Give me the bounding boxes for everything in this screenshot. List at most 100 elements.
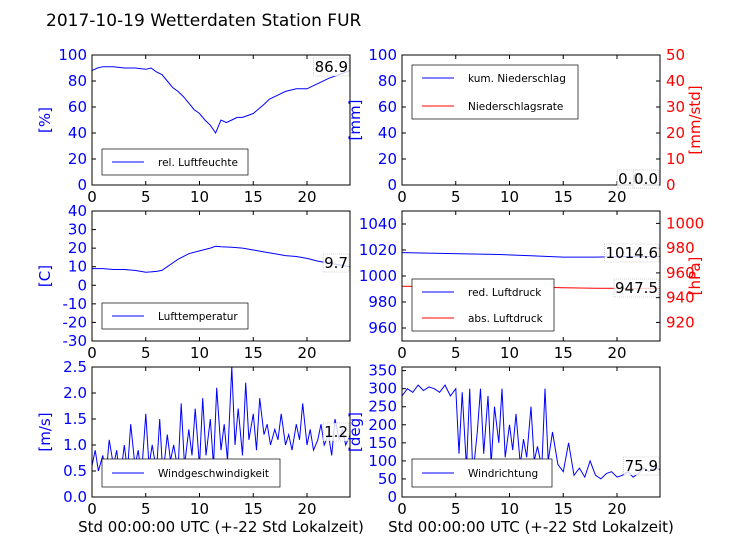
- current-value-label: 1.2: [324, 423, 348, 441]
- legend-box: [411, 278, 555, 332]
- current-value-box: [623, 456, 660, 476]
- y-tick-label: 2.5: [63, 358, 87, 376]
- y-tick-label: 1040: [359, 215, 397, 233]
- current-value-box: [604, 243, 660, 263]
- series-line-1: [402, 384, 660, 480]
- y2-tick-label: 20: [666, 124, 685, 142]
- y-tick-label: 150: [368, 434, 397, 452]
- y-tick-label: 1.5: [63, 410, 87, 428]
- current-value-label: 86.9: [315, 58, 348, 76]
- x-tick-label: 5: [141, 500, 151, 518]
- x-tick-label: 20: [297, 188, 316, 206]
- chart-title: 2017-10-19 Wetterdaten Station FUR: [46, 11, 362, 31]
- y-tick-label: 0: [387, 176, 397, 194]
- x-tick-label: 10: [500, 188, 519, 206]
- legend: Windgeschwindigkeit: [101, 458, 281, 488]
- y-tick-label: 80: [68, 72, 87, 90]
- plot-frame: [401, 366, 661, 498]
- x-tick-label: 20: [607, 188, 626, 206]
- y-tick-label: 100: [368, 46, 397, 64]
- y-axis-label: [m/s]: [36, 412, 54, 451]
- legend-label: Lufttemperatur: [158, 311, 238, 323]
- legend: Lufttemperatur: [101, 302, 249, 330]
- legend: rel. Luftfeuchte: [101, 148, 249, 176]
- y-tick-label: 0.5: [63, 462, 87, 480]
- x-tick-label: 5: [451, 344, 461, 362]
- y-tick-label: 10: [68, 258, 87, 276]
- current-value-label: 1014.6: [606, 244, 659, 262]
- legend-label: Niederschlagsrate: [468, 101, 563, 113]
- x-tick-label: 10: [500, 344, 519, 362]
- x-tick-label: 0: [87, 344, 97, 362]
- y-axis-label: [mm]: [346, 100, 364, 141]
- y-tick-label: 30: [68, 221, 87, 239]
- legend-label: red. Luftdruck: [468, 287, 542, 299]
- current-value-label: 9.7: [324, 254, 348, 272]
- current-value-box: [322, 253, 350, 273]
- y-tick-label: 50: [378, 470, 397, 488]
- series-line-1: [92, 245, 350, 273]
- y-tick-label: 100: [58, 46, 87, 64]
- y2-tick-label: 50: [666, 46, 685, 64]
- y-tick-label: 1000: [359, 267, 397, 285]
- x-tick-label: 10: [190, 500, 209, 518]
- current-value-label: 75.9: [625, 457, 658, 475]
- current-value-box: [322, 422, 350, 442]
- panel-precip: 0 5 10 15 20 0 20 40 60 80 100 0 10 20 30 40 50 [mm] [mm/s…: [346, 46, 704, 206]
- panel-pressure: 0 5 10 15 20 960 980 1000 1020 1040 920 940 960 980 10…: [359, 210, 704, 362]
- x-tick-label: 5: [141, 344, 151, 362]
- x-tick-label: 15: [554, 500, 573, 518]
- panel-wind-speed: 0 5 10 15 20 0.0 0.5 1.0 1.5 2.0 2.5 [m/s] Std 00:00…: [36, 358, 364, 536]
- plot-frame: [91, 366, 351, 498]
- current-value-box: [613, 278, 660, 298]
- x-tick-label: 15: [244, 500, 263, 518]
- y2-tick-label: 0: [666, 176, 676, 194]
- y-tick-label: 250: [368, 398, 397, 416]
- y2-axis-label: [mm/std]: [686, 85, 704, 154]
- y2-axis-label: [hPa]: [686, 257, 704, 296]
- x-tick-label: 20: [607, 344, 626, 362]
- y2-tick-label: 980: [666, 239, 695, 257]
- y-tick-label: 0: [77, 176, 87, 194]
- x-tick-label: 20: [297, 344, 316, 362]
- x-axis-label: Std 00:00:00 UTC (+-22 Std Lokalzeit): [78, 518, 364, 536]
- y-tick-label: 20: [68, 150, 87, 168]
- x-tick-label: 5: [451, 500, 461, 518]
- legend-label: Windgeschwindigkeit: [158, 468, 269, 480]
- x-tick-label: 0: [87, 500, 97, 518]
- current-value-box: [313, 57, 350, 77]
- legend-label: abs. Luftdruck: [468, 313, 544, 325]
- y-tick-label: 80: [378, 72, 397, 90]
- y-tick-label: 20: [378, 150, 397, 168]
- x-tick-label: 15: [244, 344, 263, 362]
- x-tick-label: 10: [190, 344, 209, 362]
- legend: red. Luftdruck abs. Luftdruck: [411, 278, 555, 332]
- x-tick-label: 15: [244, 188, 263, 206]
- current-value-label-2: 947.5: [615, 279, 658, 297]
- y2-tick-label: 920: [666, 313, 695, 331]
- y-tick-label: 980: [368, 293, 397, 311]
- x-tick-label: 5: [451, 188, 461, 206]
- y-tick-label: -10: [63, 295, 88, 313]
- x-tick-label: 0: [87, 188, 97, 206]
- y-tick-label: 40: [378, 124, 397, 142]
- series-group: [92, 66, 350, 135]
- x-tick-label: 0: [397, 344, 407, 362]
- y-tick-label: 20: [68, 239, 87, 257]
- y-tick-label: 1.0: [63, 436, 87, 454]
- panel-humidity: 0 5 10 15 20 0 20 40 60 80 100 [%] rel. Luftfeuchte 8…: [36, 46, 351, 206]
- y-tick-label: 2.0: [63, 384, 87, 402]
- y-tick-label: 40: [68, 202, 87, 220]
- legend-label: rel. Luftfeuchte: [158, 157, 238, 169]
- panel-temperature: 0 5 10 15 20-30-20-10010203040[C]Lufttempera…: [36, 202, 351, 362]
- plot-frame: [401, 54, 661, 186]
- series-group: [92, 245, 350, 273]
- y-tick-label: 100: [368, 452, 397, 470]
- y2-tick-label: 940: [666, 289, 695, 307]
- y-tick-label: 300: [368, 380, 397, 398]
- y-tick-label: 0: [387, 488, 397, 506]
- x-tick-label: 0: [397, 188, 407, 206]
- y-tick-label: 350: [368, 362, 397, 380]
- y-axis-label: [%]: [36, 107, 54, 133]
